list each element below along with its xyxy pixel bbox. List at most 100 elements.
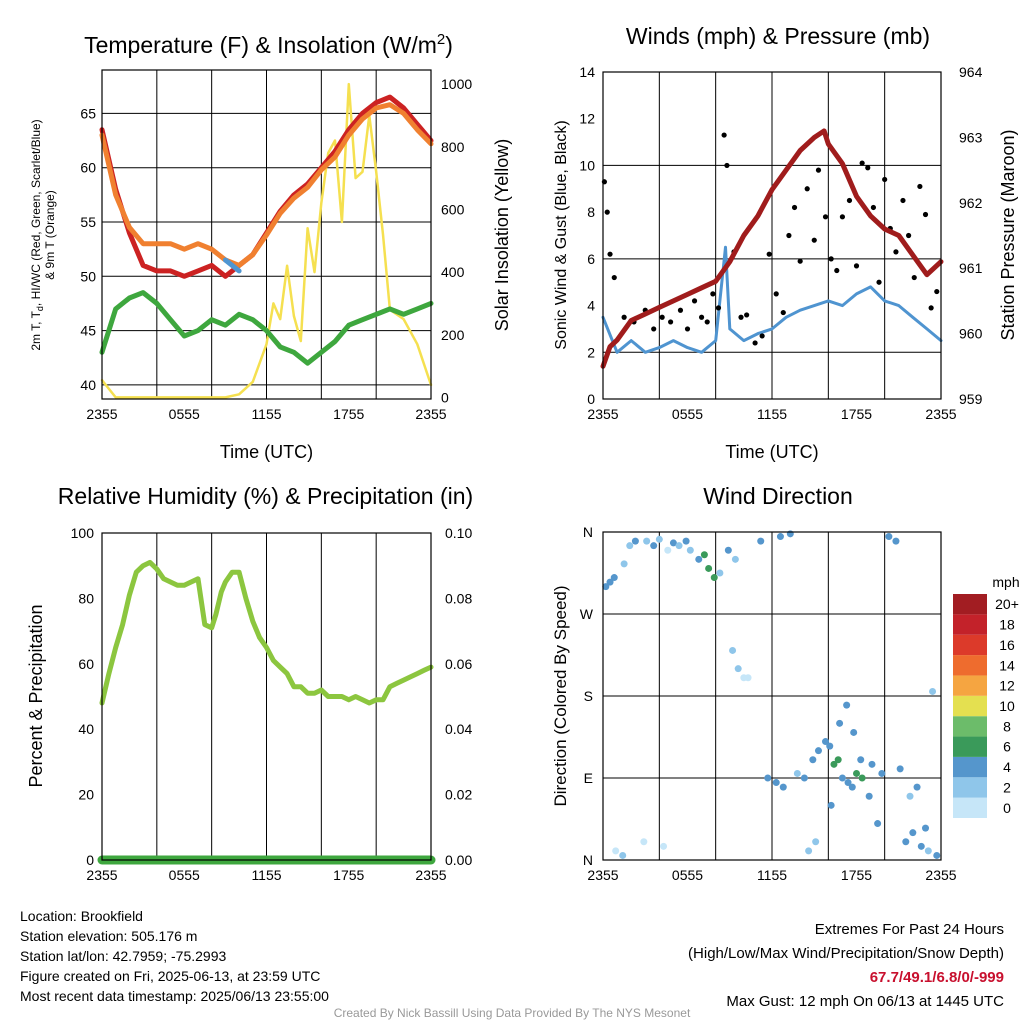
temperature-frame [101,69,432,400]
direction-point [800,774,808,782]
temperature-ytick: 55 [80,214,96,230]
direction-point [619,851,627,859]
gust-point [922,211,929,218]
colorbar-label: 0 [1003,800,1011,816]
gust-point [611,274,617,281]
colorbar-swatch [953,736,987,757]
gust-point [934,288,940,295]
direction-point [612,847,620,855]
direction-point [922,824,930,832]
humidity-xtick: 0555 [169,867,200,883]
direction-point [848,783,856,791]
pressure-ytick: 960 [959,326,983,342]
gust-point [906,232,912,239]
direction-point [606,578,614,586]
station-info: Location: Brookfield Station elevation: … [20,906,329,1006]
direction-title: Wind Direction [703,483,853,509]
direction-point [902,838,910,846]
temperature-xtick: 1755 [333,406,364,422]
colorbar-label: 10 [999,698,1015,714]
direction-point [929,687,937,695]
direction-point [830,760,838,768]
temperature-ytick: 45 [80,323,96,339]
gust-point [804,186,810,192]
temperature-series-3 [222,257,242,274]
direction-ytick: N [583,524,593,540]
winds-ytick: 6 [587,251,595,267]
direction-point [779,783,787,791]
insolation-ytick: 0 [441,389,449,405]
station-latlon: Station lat/lon: 42.7959; -75.2993 [20,948,227,964]
station-elevation: Station elevation: 505.176 m [20,928,198,944]
direction-point [793,769,801,777]
direction-point [640,838,648,846]
gust-point [791,204,798,211]
direction-point [744,674,752,682]
direction-point [620,560,628,568]
winds-xtick: 2355 [587,406,618,422]
direction-point [838,774,846,782]
winds-xtick: 0555 [672,406,703,422]
direction-point [909,829,917,837]
direction-point [695,555,703,563]
colorbar-title: mph [992,574,1019,590]
colorbar-label: 18 [999,617,1015,633]
gust-point [815,167,822,173]
gust-point [853,263,860,269]
extremes-legend: (High/Low/Max Wind/Precipitation/Snow De… [688,945,1004,962]
colorbar-label: 16 [999,637,1015,653]
direction-point [650,542,658,550]
humidity-ytick: 60 [78,656,94,672]
temperature-ylabel: 2m T, Td, HI/WC (Red, Green, Scarlet/Blu… [29,119,45,350]
insolation-ylabel: Solar Insolation (Yellow) [492,139,512,331]
temperature-xtick: 1155 [251,406,281,422]
max-gust: Max Gust: 12 mph On 06/13 at 1445 UTC [726,993,1004,1010]
colorbar-swatch [953,655,987,676]
temperature-panel: Temperature (F) & Insolation (W/m2) 40 45 5… [29,31,512,462]
colorbar-label: 20+ [995,596,1019,612]
precip-ytick: 0.00 [445,852,472,868]
pressure-ytick: 963 [959,129,983,145]
direction-ylabel: Direction (Colored By Speed) [551,585,570,806]
gust-point [917,183,923,190]
colorbar-swatch [953,756,987,778]
gust-point [870,204,877,211]
gust-point [865,165,871,171]
direction-point [660,842,668,850]
colorbar-swatch [953,675,987,696]
direction-point [729,646,737,654]
gust-point [704,319,710,325]
colorbar-label: 14 [999,657,1015,673]
gust-point [607,251,613,257]
insolation-ytick: 1000 [441,76,472,92]
winds-frame [602,71,942,400]
humidity-frame [101,532,432,861]
direction-point [626,542,634,550]
direction-point [906,792,914,800]
colorbar-label: 12 [999,678,1015,694]
direction-point [843,701,851,709]
winds-ylabel: Sonic Wind & Gust (Blue, Black) [553,120,570,349]
direction-point [822,738,830,746]
colorbar-label: 2 [1003,779,1011,795]
direction-point [853,769,860,777]
temperature-ytick: 60 [80,160,96,176]
winds-ytick: 10 [579,157,595,173]
humidity-xtick: 1155 [251,867,281,883]
colorbar-swatch [953,777,987,798]
direction-point [786,530,794,538]
colorbar-label: 4 [1003,759,1011,775]
gust-point [773,291,779,297]
gust-point [766,251,772,257]
station-location: Location: Brookfield [20,908,143,924]
direction-point [933,851,941,859]
winds-ytick: 12 [579,111,595,127]
humidity-ylabel: Percent & Precipitation [26,604,46,787]
colorbar-swatch [953,634,987,656]
insolation-ytick: 600 [441,201,465,217]
direction-point [764,774,772,782]
temperature-series-2 [99,290,434,366]
humidity-ytick: 100 [71,525,95,541]
gust-point [882,176,888,183]
gust-point [759,333,765,339]
